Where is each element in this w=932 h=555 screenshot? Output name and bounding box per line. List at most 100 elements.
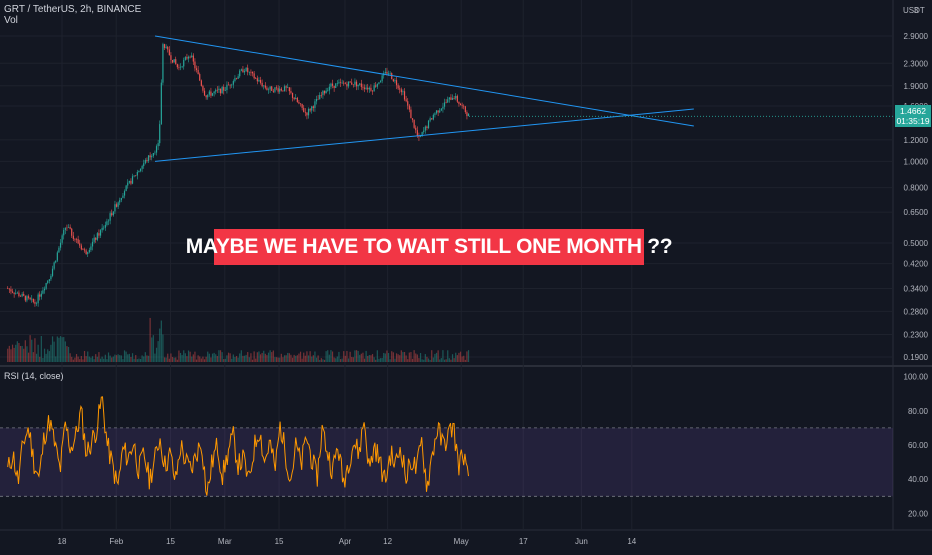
volume-bar [215,354,217,362]
trendline-upper [154,35,694,127]
price-candle [432,114,434,120]
volume-bar [242,355,244,362]
volume-bar [245,354,247,362]
volume-bar [355,350,358,362]
price-candle [397,85,399,89]
volume-bar [271,352,273,362]
volume-bar [264,353,266,362]
price-candle [103,227,105,229]
price-candle [434,113,436,115]
volume-bar [8,345,10,362]
price-candle [175,59,177,65]
price-candle [27,296,30,298]
price-candle [167,46,169,50]
volume-bar [56,336,58,362]
volume-bar [279,357,281,362]
price-candle [128,180,130,183]
price-candle [266,87,268,90]
volume-bar [373,357,375,362]
volume-bar [191,356,193,362]
price-candle [107,220,110,222]
volume-bar [95,354,97,362]
price-candle [136,172,138,176]
price-candle [184,57,186,60]
price-candle [47,280,49,284]
volume-bar [354,350,356,362]
price-candle [203,90,206,96]
price-candle [155,146,158,153]
volume-bar [232,354,234,362]
price-candle [365,87,367,89]
price-candle [275,87,278,89]
chart-header: GRT / TetherUS, 2h, BINANCE Vol [4,4,141,26]
price-candle [173,59,175,63]
time-tick-label: 15 [166,537,175,546]
price-candle [56,252,58,261]
volume-bar [375,359,377,362]
volume-bar [400,350,402,362]
volume-bar [266,355,268,362]
volume-bar [399,355,401,362]
volume-bar [448,358,450,362]
price-candle [216,89,218,91]
time-tick-label: May [454,537,469,546]
volume-bar [61,337,63,362]
volume-bar [392,352,394,362]
price-candle [317,99,319,100]
volume-bar [210,357,212,362]
volume-bar [362,352,364,362]
rsi-tick-label: 20.00 [908,509,929,518]
price-candle [299,103,302,105]
volume-bar [338,351,340,362]
volume-bar [311,356,313,362]
price-candle [400,89,402,93]
price-candle [85,250,87,254]
price-candle [389,73,391,74]
price-candle [130,180,132,184]
price-candle [111,213,113,216]
price-candle [159,124,161,144]
price-candle [431,118,433,120]
volume-bar [227,352,230,362]
price-tick-label: 0.3400 [904,284,929,293]
volume-bar [323,359,326,362]
price-candle [413,119,415,128]
price-candle [71,228,73,236]
price-candle [179,66,182,68]
price-candle [386,71,388,74]
price-candle [426,126,428,128]
current-price-badge: 1.4662 01:35:19 [895,105,931,128]
volume-bar [168,358,170,362]
price-candle [37,294,39,304]
price-candle [229,84,231,86]
price-candle [379,81,382,83]
price-candle [407,101,409,106]
volume-bar [151,337,153,362]
price-candle [127,182,129,186]
volume-bar [85,356,87,362]
volume-bar [47,349,49,362]
price-candle [99,230,102,236]
price-candle [119,200,121,203]
price-candle [171,60,174,63]
volume-bar [19,345,22,362]
price-candle [391,73,393,80]
volume-bar [413,350,415,362]
price-candle [459,103,462,106]
volume-bar [114,354,116,362]
price-tick-label: 0.5000 [904,239,929,248]
price-candle [125,185,127,192]
volume-bar [280,353,282,362]
price-candle [239,70,241,77]
volume-bar [112,356,114,362]
volume-bar [408,352,410,362]
price-candle [29,297,31,300]
price-candle [323,90,326,94]
price-candle [259,80,262,83]
volume-bar [395,353,398,362]
price-candle [264,85,266,88]
price-candle [269,86,271,90]
volume-bar [159,328,161,362]
